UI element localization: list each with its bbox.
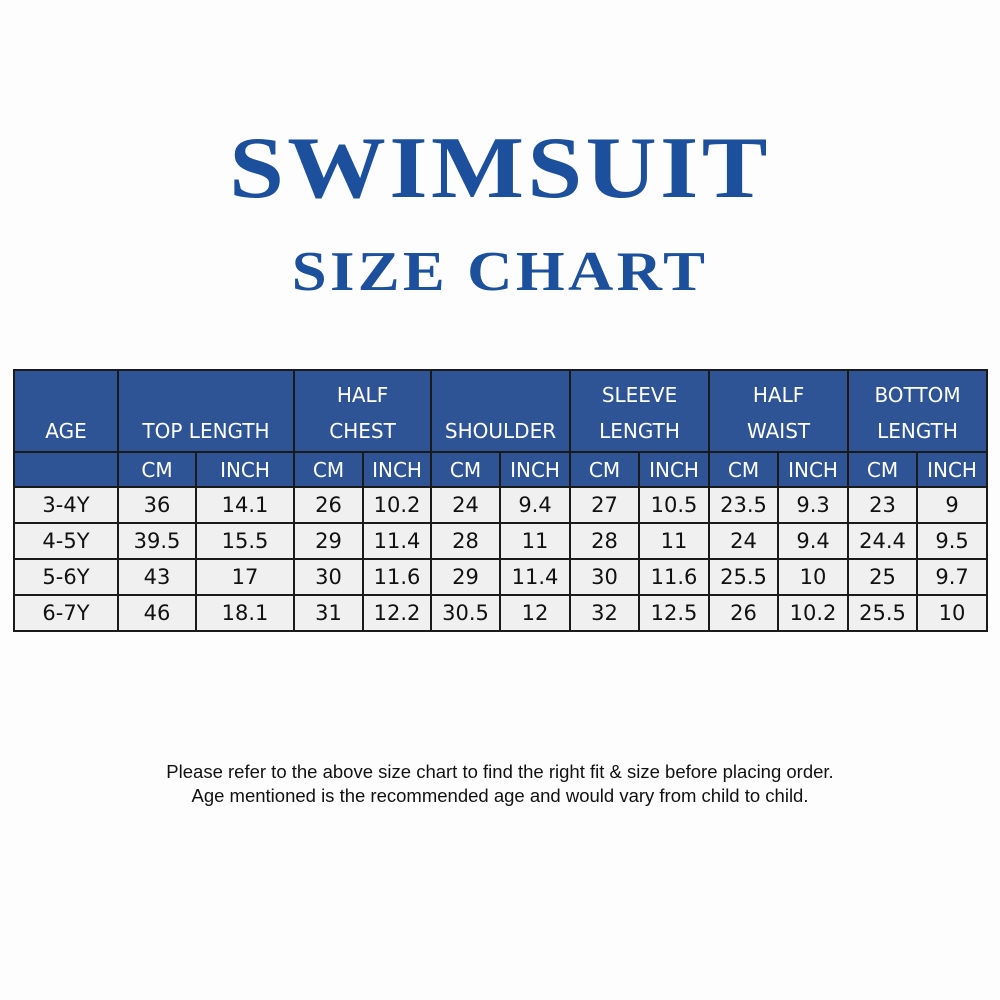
unit-header-cm: CM (293, 451, 365, 488)
header-line-2: SHOULDER (444, 419, 557, 443)
measurement-cell: 26 (293, 486, 365, 524)
column-group-header: BOTTOM LENGTH (847, 369, 989, 453)
measurement-cell: 32 (569, 594, 641, 632)
unit-header-inch: INCH (194, 451, 296, 488)
unit-header-cm: CM (117, 451, 197, 488)
age-cell: 4-5Y (13, 522, 119, 560)
age-cell: 3-4Y (13, 486, 119, 524)
header-line-2: LENGTH (877, 419, 958, 443)
measurement-cell: 11.6 (362, 558, 433, 596)
header-line-2: CHEST (329, 419, 396, 443)
note-line-2: Age mentioned is the recommended age and… (191, 785, 809, 806)
header-line-1: HALF (336, 383, 389, 407)
measurement-cell: 9 (916, 486, 989, 524)
measurement-cell: 11.4 (499, 558, 572, 596)
measurement-cell: 14.1 (194, 486, 296, 524)
measurement-cell: 10 (777, 558, 850, 596)
header-line-2: LENGTH (599, 419, 680, 443)
measurement-cell: 24 (430, 486, 502, 524)
measurement-cell: 11.4 (362, 522, 433, 560)
header-line-1: SLEEVE (601, 383, 678, 407)
table-row: 4-5Y 39.5 15.5 29 11.4 28 11 28 11 24 9.4 24.4 9.5 (13, 522, 989, 560)
header-line-2: TOP LENGTH (142, 419, 270, 443)
measurement-cell: 11.6 (638, 558, 711, 596)
age-cell: 6-7Y (13, 594, 119, 632)
measurement-cell: 28 (430, 522, 502, 560)
column-group-header: SLEEVE LENGTH (569, 369, 711, 453)
measurement-cell: 36 (117, 486, 197, 524)
size-chart-table: AGE TOP LENGTH HALF CHEST SHOULDER SLEEVE LENG… (13, 369, 989, 632)
unit-header-inch: INCH (638, 451, 711, 488)
unit-header-cm: CM (430, 451, 502, 488)
measurement-cell: 39.5 (117, 522, 197, 560)
note-line-1: Please refer to the above size chart to … (166, 761, 834, 782)
table-row: 3-4Y 36 14.1 26 10.2 24 9.4 27 10.5 23.5 9.3 23 9 (13, 486, 989, 524)
measurement-cell: 26 (708, 594, 780, 632)
measurement-cell: 25 (847, 558, 919, 596)
page-title: SWIMSUIT (229, 120, 771, 217)
header-line-1 (432, 377, 569, 413)
measurement-cell: 11 (638, 522, 711, 560)
unit-header-empty (13, 451, 119, 488)
measurement-cell: 9.4 (499, 486, 572, 524)
header-line-1: HALF (752, 383, 805, 407)
unit-header-cm: CM (569, 451, 641, 488)
measurement-cell: 27 (569, 486, 641, 524)
measurement-cell: 25.5 (708, 558, 780, 596)
column-group-header: SHOULDER (430, 369, 572, 453)
measurement-cell: 24.4 (847, 522, 919, 560)
measurement-cell: 10.2 (362, 486, 433, 524)
measurement-cell: 12 (499, 594, 572, 632)
measurement-cell: 43 (117, 558, 197, 596)
age-cell: 5-6Y (13, 558, 119, 596)
unit-header-cm: CM (847, 451, 919, 488)
unit-header-inch: INCH (362, 451, 433, 488)
header-line-2: AGE (45, 419, 87, 443)
measurement-cell: 10.5 (638, 486, 711, 524)
measurement-cell: 11 (499, 522, 572, 560)
unit-header-inch: INCH (777, 451, 850, 488)
measurement-cell: 15.5 (194, 522, 296, 560)
measurement-cell: 12.2 (362, 594, 433, 632)
measurement-cell: 9.5 (916, 522, 989, 560)
measurement-cell: 23.5 (708, 486, 780, 524)
measurement-cell: 29 (293, 522, 365, 560)
measurement-cell: 10.2 (777, 594, 850, 632)
header-line-1 (15, 377, 117, 413)
header-line-1 (119, 377, 293, 413)
measurement-cell: 24 (708, 522, 780, 560)
column-group-header: HALF CHEST (293, 369, 433, 453)
table-row: 5-6Y 43 17 30 11.6 29 11.4 30 11.6 25.5 10 25 9.7 (13, 558, 989, 596)
measurement-cell: 9.3 (777, 486, 850, 524)
header-line-2: WAIST (746, 419, 811, 443)
measurement-cell: 18.1 (194, 594, 296, 632)
measurement-cell: 46 (117, 594, 197, 632)
measurement-cell: 30 (293, 558, 365, 596)
header-line-1: BOTTOM (874, 383, 961, 407)
measurement-cell: 28 (569, 522, 641, 560)
page-subtitle: SIZE CHART (291, 241, 709, 303)
measurement-cell: 17 (194, 558, 296, 596)
column-group-header: TOP LENGTH (116, 369, 296, 453)
measurement-cell: 31 (293, 594, 365, 632)
measurement-cell: 23 (847, 486, 919, 524)
table-row: 6-7Y 46 18.1 31 12.2 30.5 12 32 12.5 26 10.2 25.5 10 (13, 594, 989, 632)
measurement-cell: 30 (569, 558, 641, 596)
measurement-cell: 29 (430, 558, 502, 596)
measurement-cell: 10 (916, 594, 989, 632)
measurement-cell: 9.4 (777, 522, 850, 560)
column-group-header: HALF WAIST (708, 369, 850, 453)
measurement-cell: 12.5 (638, 594, 711, 632)
column-group-header: AGE (13, 369, 119, 453)
unit-header-inch: INCH (916, 451, 989, 488)
unit-header-inch: INCH (499, 451, 572, 488)
unit-header-cm: CM (708, 451, 780, 488)
measurement-cell: 9.7 (916, 558, 989, 596)
measurement-cell: 25.5 (847, 594, 919, 632)
measurement-cell: 30.5 (430, 594, 502, 632)
